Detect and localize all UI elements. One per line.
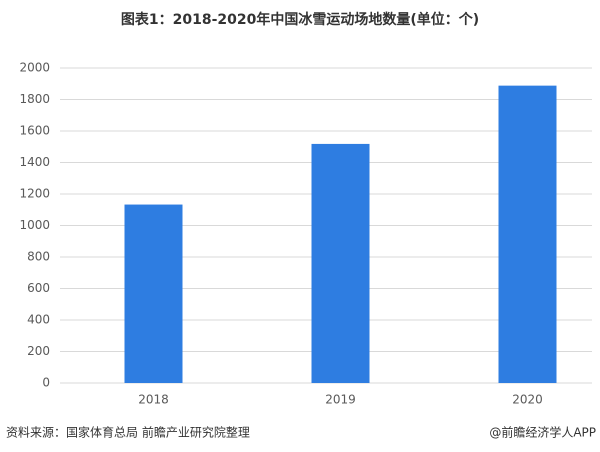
y-tick-label: 200 — [27, 344, 50, 358]
y-tick-label: 800 — [27, 250, 50, 264]
y-tick-label: 1200 — [19, 187, 50, 201]
chart-title: 图表1：2018-2020年中国冰雪运动场地数量(单位：个) — [121, 11, 479, 28]
y-tick-label: 2000 — [19, 61, 50, 75]
x-tick-label: 2019 — [325, 393, 356, 407]
y-tick-label: 1600 — [19, 124, 50, 138]
y-tick-label: 400 — [27, 313, 50, 327]
x-tick-label: 2020 — [512, 393, 543, 407]
y-tick-label: 1800 — [19, 92, 50, 106]
source-note: 资料来源：国家体育总局 前瞻产业研究院整理 — [6, 425, 250, 440]
x-tick-label: 2018 — [138, 393, 169, 407]
y-tick-label: 1000 — [19, 218, 50, 232]
y-tick-label: 600 — [27, 281, 50, 295]
y-tick-label: 1400 — [19, 155, 50, 169]
credit: @前瞻经济学人APP — [489, 425, 596, 440]
y-tick-label: 0 — [42, 376, 50, 390]
bar — [124, 204, 183, 383]
bar — [311, 143, 370, 383]
bar — [498, 85, 557, 383]
